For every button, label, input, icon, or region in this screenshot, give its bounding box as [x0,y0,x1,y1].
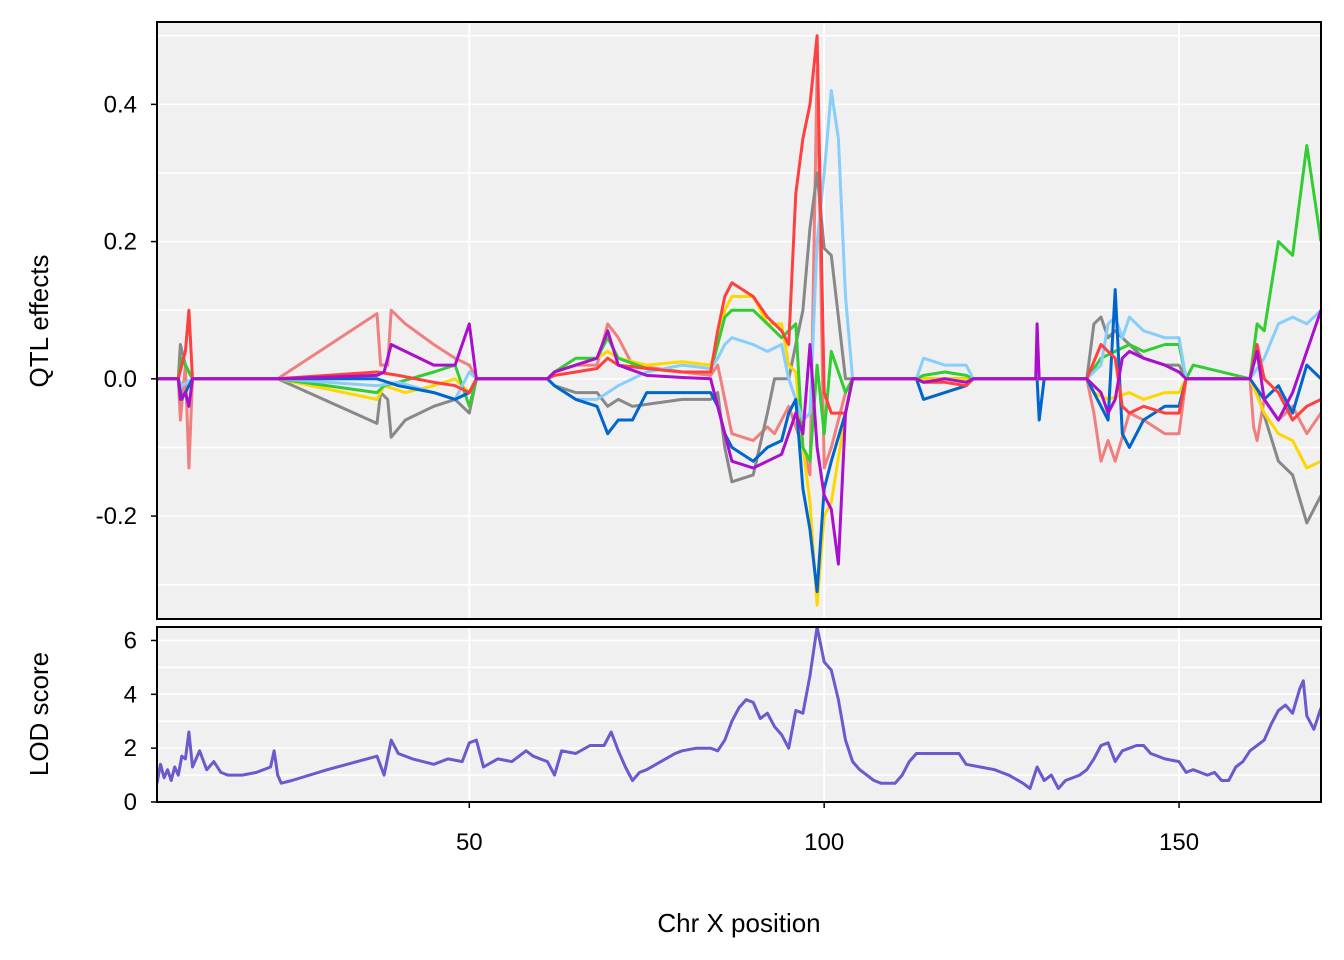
effects-plot-area [157,34,1321,607]
series-line-8 [157,309,1321,566]
y-tick-label: 0.2 [104,229,137,256]
x-axis: 50 100 150 [456,802,1199,856]
effects-y-axis: -0.2 0.0 0.2 0.4 [96,91,157,530]
lod-panel-border [156,626,1322,803]
x-tick-label: 100 [804,829,844,856]
y-tick-label: 0.0 [104,366,137,393]
lod-y-axis: 0 2 4 6 [124,627,157,816]
y-tick-label: 4 [124,681,137,708]
series-line-1 [157,68,1321,477]
effects-panel-background [157,22,1321,619]
y-tick-label: -0.2 [96,503,137,530]
series-line-1 [157,627,1321,790]
effects-y-axis-title: QTL effects [24,255,54,388]
series-line-5 [157,89,1321,422]
y-tick-label: 6 [124,627,137,654]
lod-panel-background [157,627,1321,802]
series-line-4 [157,144,1321,463]
lod-y-axis-title: LOD score [24,652,54,776]
x-axis-title: Chr X position [657,908,820,938]
x-tick-label: 150 [1159,829,1199,856]
effects-panel-border [156,21,1322,620]
series-line-7 [157,34,1321,422]
y-tick-label: 0.4 [104,91,137,118]
x-tick-label: 50 [456,829,483,856]
series-line-3 [157,295,1321,607]
y-tick-label: 0 [124,789,137,816]
lod-plot-area [157,627,1321,790]
y-tick-label: 2 [124,735,137,762]
